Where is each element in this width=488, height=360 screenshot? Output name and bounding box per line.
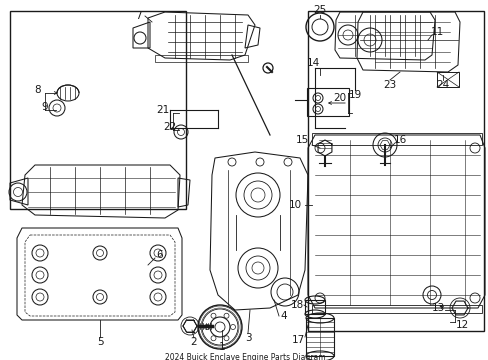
Bar [306, 88, 348, 116]
Text: 21: 21 [156, 105, 169, 115]
Text: 1: 1 [218, 342, 225, 352]
Text: 22: 22 [163, 122, 176, 132]
Text: 10: 10 [288, 200, 301, 210]
Text: 9: 9 [41, 102, 48, 112]
Bar [436, 72, 458, 87]
Text: 23: 23 [383, 80, 396, 90]
Text: 13: 13 [430, 303, 444, 313]
Text: 2024 Buick Enclave Engine Parts Diagram: 2024 Buick Enclave Engine Parts Diagram [164, 352, 325, 360]
Bar [305, 300, 325, 314]
Text: 15: 15 [295, 135, 308, 145]
Text: 4: 4 [280, 311, 287, 321]
Text: 19: 19 [347, 90, 361, 100]
Bar [307, 11, 483, 331]
Text: 7: 7 [134, 11, 141, 21]
Text: 5: 5 [97, 337, 103, 347]
Text: 14: 14 [306, 58, 319, 68]
Text: 20: 20 [333, 93, 346, 103]
Text: 8: 8 [35, 85, 41, 95]
Text: 12: 12 [454, 320, 468, 330]
Bar [10, 11, 185, 209]
Text: 11: 11 [429, 27, 443, 37]
Text: 17: 17 [291, 335, 304, 345]
Text: 18: 18 [290, 300, 303, 310]
Text: 24: 24 [435, 80, 448, 90]
Text: 2: 2 [190, 337, 197, 347]
Text: 25: 25 [313, 5, 326, 15]
Bar [311, 305, 481, 313]
Bar [311, 133, 481, 145]
Bar [305, 318, 333, 356]
Text: 3: 3 [244, 333, 251, 343]
Text: 6: 6 [156, 250, 163, 260]
Text: 16: 16 [392, 135, 406, 145]
